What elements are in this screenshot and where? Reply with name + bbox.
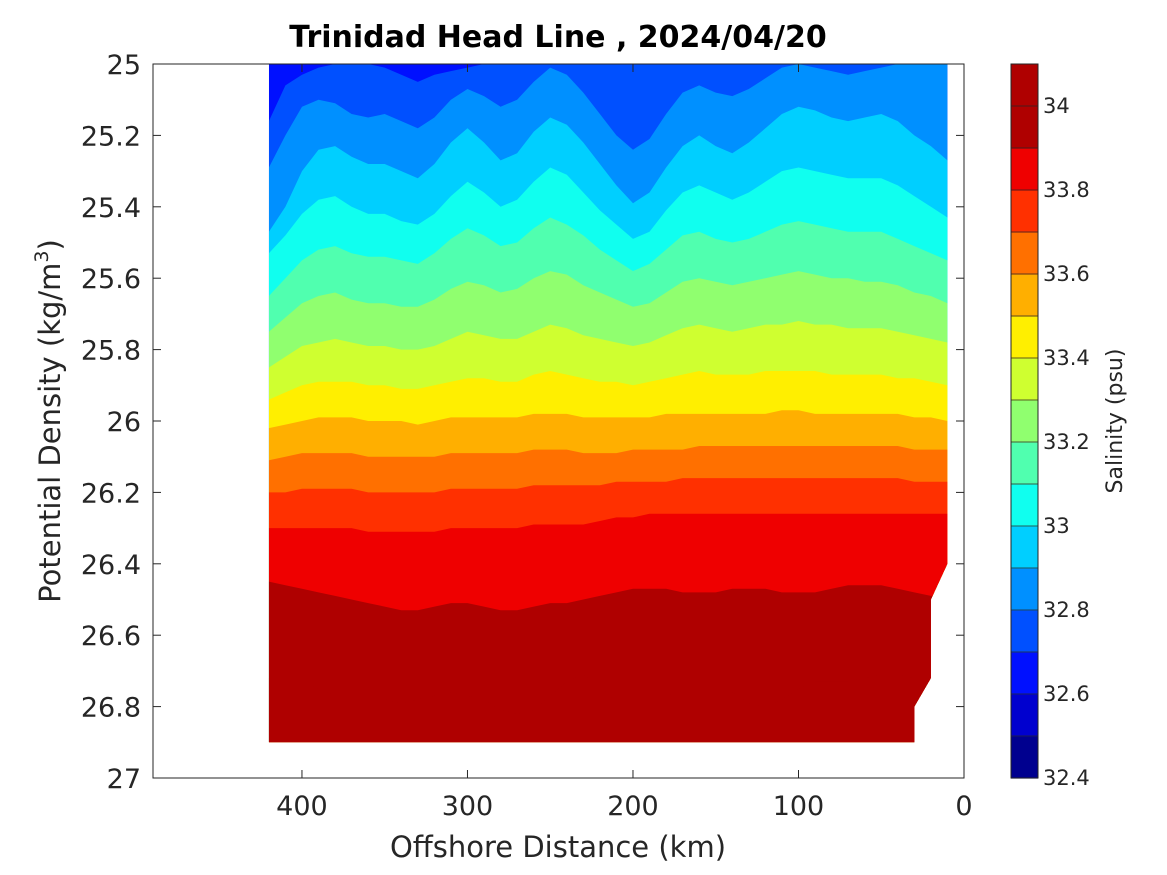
salinity-band-34: [268, 674, 948, 743]
x-tick-label: 200: [607, 791, 659, 822]
y-tick-label: 25.2: [81, 121, 141, 152]
colorbar-swatch: [1011, 568, 1038, 611]
y-tick-label: 25.6: [81, 264, 141, 295]
colorbar-swatch: [1011, 610, 1038, 653]
x-axis-label: Offshore Distance (km): [390, 830, 726, 864]
colorbar-swatch: [1011, 190, 1038, 233]
y-tick-label: 25.8: [81, 336, 141, 367]
y-tick-label: 26.4: [81, 550, 141, 581]
x-tick-label: 0: [955, 791, 972, 822]
x-tick-label: 400: [276, 791, 328, 822]
y-tick-label: 25: [107, 50, 141, 81]
y-axis-label-superscript: 3: [31, 250, 53, 262]
colorbar-tick-label: 33.2: [1043, 430, 1090, 454]
colorbar-frame: [1010, 63, 1039, 779]
x-tick-label: 100: [773, 791, 825, 822]
colorbar-tick-label: 33: [1043, 514, 1070, 538]
y-axis-label: Potential Density (kg/m3): [31, 239, 67, 603]
colorbar-label: Salinity (psu): [1103, 349, 1128, 494]
colorbar-tick-label: 32.6: [1043, 682, 1090, 706]
colorbar-swatch: [1011, 736, 1038, 779]
axis-ticks: 25 25.2 25.4 25.6 25.8 26 26.2 26.4 26.6 26.8 27 40…: [81, 50, 973, 822]
colorbar-tick-label: 33.4: [1043, 346, 1090, 370]
y-axis-label-close: ): [33, 239, 67, 250]
y-tick-label: 26.6: [81, 621, 141, 652]
colorbar: 32.4 32.6 32.8 33 33.2 33.4 33.6 33.8 34: [1010, 63, 1090, 790]
x-tick-label: 300: [442, 791, 494, 822]
colorbar-swatch: [1011, 694, 1038, 737]
colorbar-swatch: [1011, 232, 1038, 275]
colorbar-swatch: [1011, 316, 1038, 359]
colorbar-swatch: [1011, 106, 1038, 149]
salinity-contour-fill: [268, 64, 948, 743]
colorbar-tick-label: 33.6: [1043, 262, 1090, 286]
colorbar-swatch: [1011, 64, 1038, 107]
colorbar-tick-label: 34: [1043, 94, 1070, 118]
colorbar-swatch: [1011, 400, 1038, 443]
colorbar-swatch: [1011, 358, 1038, 401]
colorbar-swatch: [1011, 652, 1038, 695]
colorbar-swatch: [1011, 148, 1038, 191]
colorbar-tick-label: 32.8: [1043, 598, 1090, 622]
y-tick-label: 25.4: [81, 193, 141, 224]
y-tick-label: 26.2: [81, 478, 141, 509]
chart-title: Trinidad Head Line , 2024/04/20: [289, 20, 826, 55]
colorbar-tick-label: 32.4: [1043, 766, 1090, 790]
y-tick-label: 26.8: [81, 693, 141, 724]
colorbar-swatch: [1011, 274, 1038, 317]
colorbar-swatch: [1011, 526, 1038, 569]
colorbar-swatch: [1011, 442, 1038, 485]
y-tick-label: 27: [107, 764, 141, 795]
colorbar-tick-label: 33.8: [1043, 178, 1090, 202]
y-tick-label: 26: [107, 407, 141, 438]
colorbar-swatch: [1011, 484, 1038, 527]
